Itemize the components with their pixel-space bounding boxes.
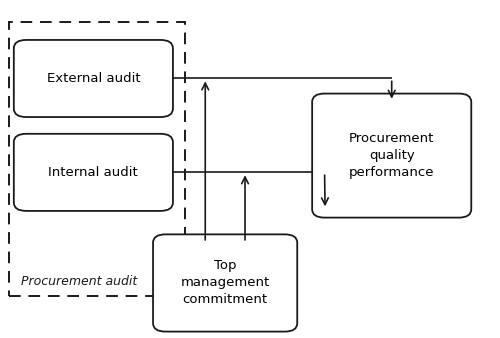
- Text: External audit: External audit: [46, 72, 140, 85]
- Text: Top
management
commitment: Top management commitment: [180, 260, 270, 307]
- FancyBboxPatch shape: [14, 40, 173, 117]
- Text: Internal audit: Internal audit: [48, 166, 138, 179]
- Text: Procurement
quality
performance: Procurement quality performance: [349, 132, 434, 179]
- Text: Procurement audit: Procurement audit: [22, 275, 138, 288]
- FancyBboxPatch shape: [14, 134, 173, 211]
- FancyBboxPatch shape: [312, 94, 472, 218]
- FancyBboxPatch shape: [9, 22, 186, 296]
- FancyBboxPatch shape: [153, 234, 297, 332]
